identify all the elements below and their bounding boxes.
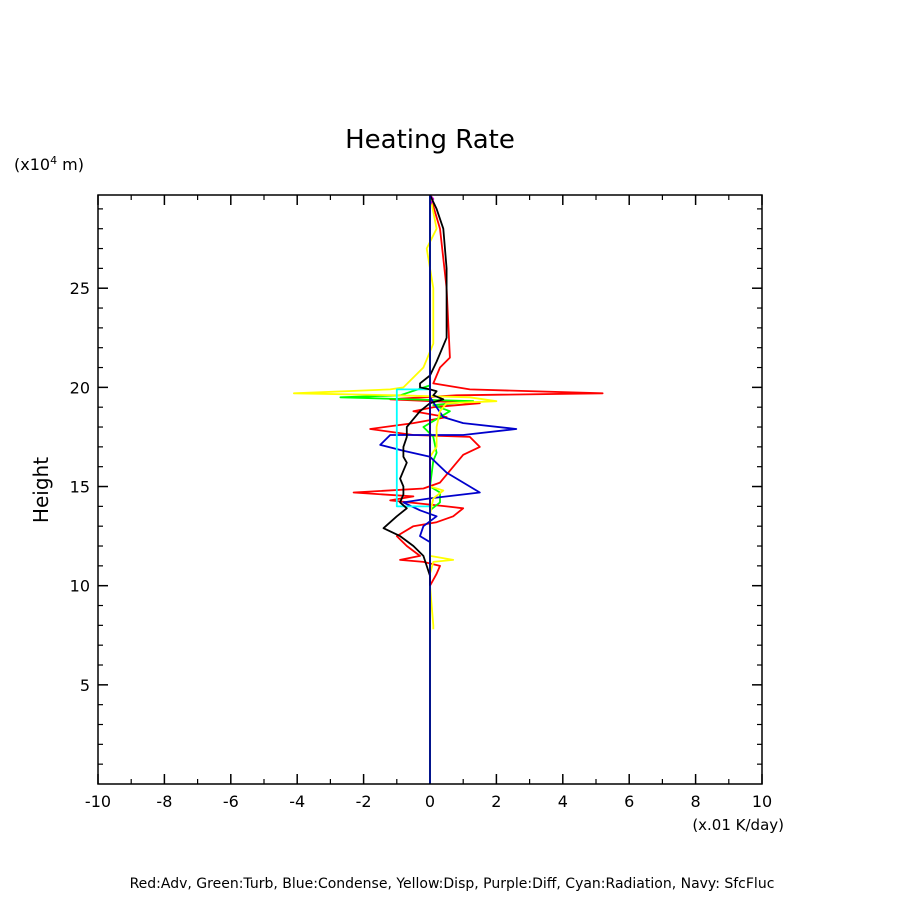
x-tick-label: 8: [691, 792, 701, 811]
x-unit-label: (x.01 K/day): [692, 816, 784, 834]
x-tick-label: 10: [752, 792, 772, 811]
x-tick-label: -6: [223, 792, 239, 811]
x-tick-label: -10: [85, 792, 111, 811]
y-axis-label: Height: [29, 457, 53, 523]
x-tick-label: 2: [491, 792, 501, 811]
y-unit-prefix: (x10: [14, 155, 50, 174]
x-tick-label: 6: [624, 792, 634, 811]
x-tick-labels: -10 -8 -6 -4 -2 0 2 4 6 8 10: [85, 792, 772, 811]
series-line-3: [292, 194, 498, 630]
series-group: [292, 194, 604, 784]
y-tick-label: 15: [70, 478, 90, 497]
legend-caption: Red:Adv, Green:Turb, Blue:Condense, Yell…: [129, 876, 775, 892]
x-tick-label: 4: [558, 792, 568, 811]
y-unit-suffix: m): [57, 155, 84, 174]
y-tick-label: 25: [70, 279, 90, 298]
plot-frame: [97, 194, 763, 785]
chart-title: Heating Rate: [345, 125, 515, 155]
y-tick-label: 10: [70, 577, 90, 596]
x-tick-label: -4: [289, 792, 305, 811]
y-tick-label: 5: [80, 676, 90, 695]
x-tick-label: 0: [425, 792, 435, 811]
x-tick-label: -8: [156, 792, 172, 811]
y-tick-label: 20: [70, 378, 90, 397]
x-tick-label: -2: [356, 792, 372, 811]
series-line-6: [382, 194, 448, 586]
series-line-0: [352, 194, 604, 784]
y-unit-label: (x104 m): [14, 154, 84, 174]
y-unit-exponent: 4: [50, 154, 57, 167]
y-tick-labels: 5 10 15 20 25: [70, 279, 90, 695]
